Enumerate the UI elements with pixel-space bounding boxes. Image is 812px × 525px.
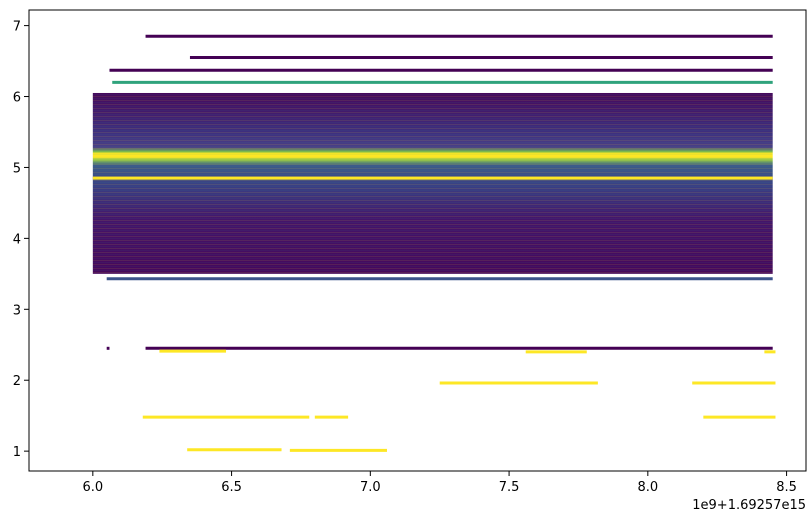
y-tick-label: 5: [13, 161, 21, 176]
dense-data-band-texture: [92, 92, 773, 274]
x-tick-label: 8.5: [776, 480, 797, 495]
x-tick-label: 7.5: [499, 480, 520, 495]
x-tick-label: 6.0: [82, 480, 103, 495]
x-tick-label: 6.5: [221, 480, 242, 495]
x-tick-label: 7.0: [360, 480, 381, 495]
y-tick-label: 6: [13, 91, 21, 106]
y-tick-label: 4: [13, 232, 21, 247]
x-offset-label: 1e9+1.69257e15: [692, 498, 806, 513]
y-tick-label: 3: [13, 303, 21, 318]
plot-frame: [28, 9, 807, 472]
y-tick-label: 2: [13, 374, 21, 389]
y-tick-label: 7: [13, 20, 21, 35]
y-tick-label: 1: [13, 445, 21, 460]
x-tick-label: 8.0: [637, 480, 658, 495]
